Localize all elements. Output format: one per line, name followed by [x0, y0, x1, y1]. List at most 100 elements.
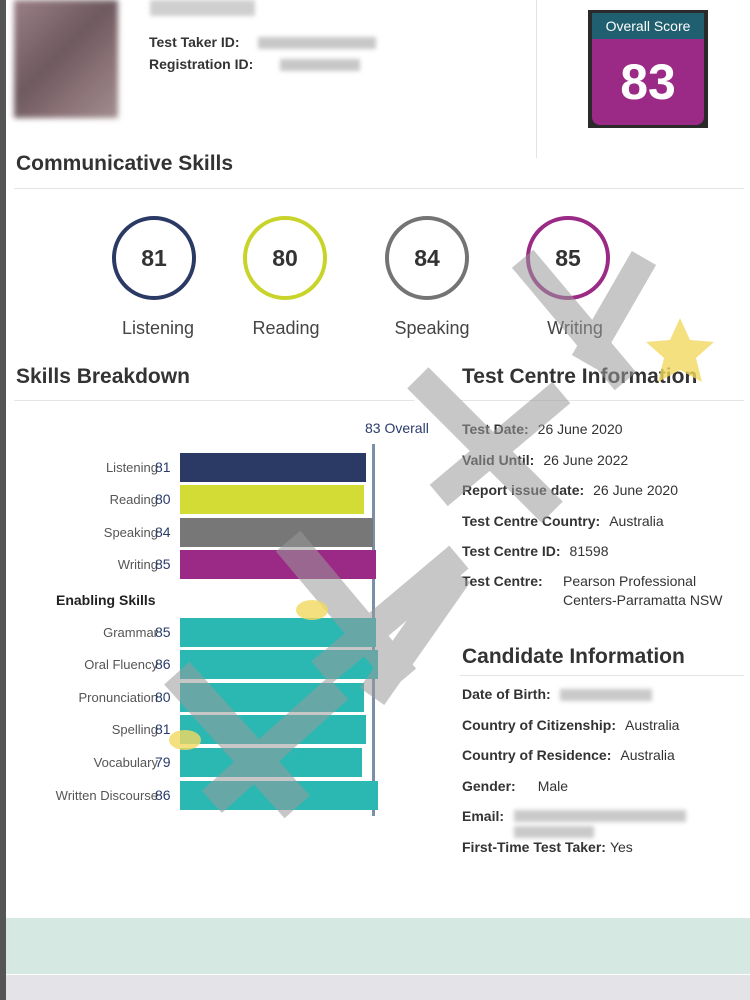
- valid-until-label: Valid Until:: [462, 452, 535, 468]
- centre-id-row: Test Centre ID: 81598: [462, 543, 608, 559]
- citizenship-row: Country of Citizenship: Australia: [462, 717, 679, 733]
- centre-name-row: Test Centre:: [462, 573, 552, 589]
- centre-name-line-2: Centers-Parramatta NSW: [563, 592, 723, 608]
- skill-label-written-discourse: Written Discourse: [55, 788, 158, 803]
- first-time-value: Yes: [609, 839, 633, 855]
- skill-score-pronunciation: 80: [155, 689, 171, 705]
- skill-bar-vocabulary: [180, 748, 362, 777]
- centre-name-line-1: Pearson Professional: [563, 573, 697, 589]
- report-issue-label: Report issue date:: [462, 482, 585, 498]
- section-divider: [14, 400, 414, 401]
- section-divider: [460, 400, 744, 401]
- skill-score-grammar: 85: [155, 624, 171, 640]
- skill-score-written-discourse: 86: [155, 787, 171, 803]
- writing-label: Writing: [547, 318, 603, 338]
- first-time-label: First-Time Test Taker:: [462, 839, 606, 855]
- left-edge: [0, 0, 6, 1000]
- email-row: Email:: [462, 808, 513, 824]
- residence-value: Australia: [620, 747, 675, 763]
- skill-score-oral-fluency: 86: [155, 656, 171, 672]
- skill-score-reading: 80: [155, 491, 171, 507]
- test-date-value: 26 June 2020: [537, 421, 623, 437]
- report-issue-value: 26 June 2020: [593, 482, 678, 498]
- dob-label: Date of Birth:: [462, 686, 551, 702]
- skill-label-writing: Writing: [117, 557, 158, 572]
- skill-bar-written-discourse: [180, 781, 378, 810]
- test-taker-id-label: Test Taker ID:: [149, 34, 240, 50]
- overall-score-label: Overall Score: [592, 13, 704, 39]
- overall-marker-label: 83 Overall: [365, 420, 429, 436]
- skill-row-pronunciation: Pronunciation 80: [14, 683, 384, 715]
- skill-row-reading: Reading 80: [14, 485, 384, 517]
- enabling-skills-title: Enabling Skills: [56, 592, 156, 608]
- communicative-skills-title: Communicative Skills: [16, 152, 234, 175]
- citizenship-label: Country of Citizenship:: [462, 717, 616, 733]
- listening-score: 81: [141, 245, 167, 271]
- centre-id-value: 81598: [569, 543, 609, 559]
- skill-bar-writing: [180, 550, 376, 579]
- test-date-row: Test Date: 26 June 2020: [462, 421, 623, 437]
- skills-breakdown-title: Skills Breakdown: [16, 365, 190, 388]
- test-centre-title: Test Centre Information: [462, 365, 698, 388]
- skill-label-vocabulary: Vocabulary: [93, 755, 158, 770]
- skill-bar-listening: [180, 453, 366, 482]
- dob-row: Date of Birth:: [462, 686, 652, 702]
- first-time-row: First-Time Test Taker: Yes: [462, 839, 633, 855]
- skill-row-oral-fluency: Oral Fluency 86: [14, 650, 384, 682]
- citizenship-value: Australia: [625, 717, 680, 733]
- reading-label: Reading: [252, 318, 320, 338]
- skill-label-oral-fluency: Oral Fluency: [84, 657, 158, 672]
- registration-id-redacted: [280, 59, 360, 71]
- skill-bar-pronunciation: [180, 683, 364, 712]
- skill-label-pronunciation: Pronunciation: [78, 690, 159, 705]
- report-issue-row: Report issue date: 26 June 2020: [462, 482, 678, 498]
- valid-until-value: 26 June 2022: [543, 452, 629, 468]
- candidate-photo: [14, 0, 118, 118]
- speaking-score-circle: 84: [385, 216, 469, 300]
- skill-label-grammar: Grammar: [103, 625, 158, 640]
- gender-label: Gender:: [462, 778, 516, 794]
- skill-row-writing: Writing 85: [14, 550, 384, 582]
- dob-redacted: [559, 689, 652, 702]
- skill-row-written-discourse: Written Discourse 86: [14, 781, 384, 813]
- skill-score-spelling: 81: [155, 721, 171, 737]
- skill-bar-reading: [180, 485, 364, 514]
- candidate-name-redacted: [150, 0, 255, 16]
- registration-id-label: Registration ID:: [149, 56, 254, 72]
- centre-country-row: Test Centre Country: Australia: [462, 513, 664, 529]
- skill-label-reading: Reading: [109, 492, 158, 507]
- candidate-info-title: Candidate Information: [462, 645, 685, 668]
- skill-bar-spelling: [180, 715, 366, 744]
- skill-label-listening: Listening: [105, 460, 158, 475]
- footer-band: [6, 918, 750, 974]
- writing-score: 85: [555, 245, 581, 271]
- skill-label-speaking: Speaking: [103, 525, 158, 540]
- gender-row: Gender: Male: [462, 778, 568, 794]
- skill-bar-speaking: [180, 518, 373, 547]
- overall-score-value: 83: [592, 39, 704, 125]
- email-label: Email:: [462, 808, 505, 824]
- listening-score-circle: 81: [112, 216, 196, 300]
- writing-score-circle: 85: [526, 216, 610, 300]
- residence-label: Country of Residence:: [462, 747, 612, 763]
- skill-score-vocabulary: 79: [155, 754, 171, 770]
- skill-row-speaking: Speaking 84: [14, 518, 384, 550]
- reading-score: 80: [272, 245, 298, 271]
- skill-score-speaking: 84: [155, 524, 171, 540]
- skill-bar-oral-fluency: [180, 650, 378, 679]
- skill-row-vocabulary: Vocabulary 79: [14, 748, 384, 780]
- residence-row: Country of Residence: Australia: [462, 747, 675, 763]
- skill-score-writing: 85: [155, 556, 171, 572]
- test-date-label: Test Date:: [462, 421, 529, 437]
- centre-country-label: Test Centre Country:: [462, 513, 601, 529]
- header-divider: [536, 0, 537, 158]
- centre-id-label: Test Centre ID:: [462, 543, 561, 559]
- skill-row-listening: Listening 81: [14, 453, 384, 485]
- skill-bar-grammar: [180, 618, 376, 647]
- listening-label: Listening: [121, 318, 195, 338]
- skill-label-spelling: Spelling: [111, 722, 158, 737]
- centre-name-label: Test Centre:: [462, 573, 543, 589]
- centre-country-value: Australia: [609, 513, 664, 529]
- test-taker-id-redacted: [258, 37, 376, 49]
- overall-score-box: Overall Score 83: [588, 10, 708, 128]
